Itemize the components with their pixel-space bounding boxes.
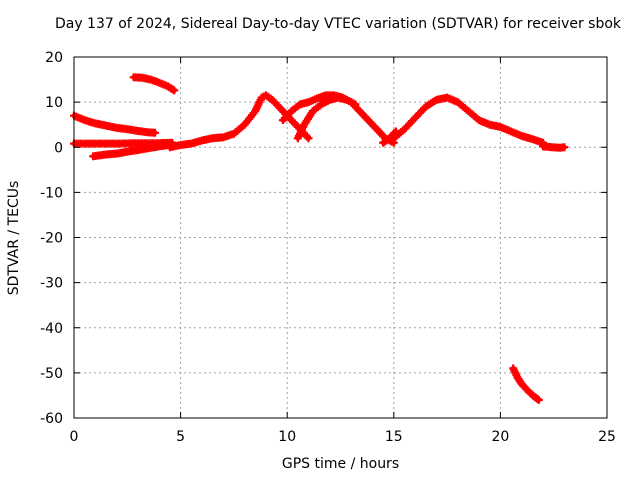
data-point [170,86,179,95]
data-point [560,143,569,152]
y-tick-label: 0 [54,140,63,156]
data-point [351,100,360,109]
y-tick-label: -30 [40,276,63,292]
series-arc-5 [167,92,311,150]
x-tick-label: 20 [491,429,509,445]
x-tick-label: 15 [385,429,403,445]
x-axis-label: GPS time / hours [281,456,400,472]
y-tick-label: -10 [40,185,63,201]
y-tick-label: 20 [45,50,63,66]
data-points [70,73,569,404]
x-tick-label: 10 [278,429,296,445]
x-tick-label: 5 [176,429,185,445]
y-tick-label: -20 [40,231,63,247]
series-trace [167,92,311,150]
x-tick-label: 25 [598,429,616,445]
grid [74,57,607,418]
axis-ticks: 0 5 10 15 20 25 -60 -50 -40 -30 -20 -10 0 10 20 [40,50,616,445]
x-tick-label: 0 [70,429,79,445]
y-tick-label: -50 [40,366,63,382]
y-tick-label: 10 [45,95,63,111]
data-point [534,395,543,404]
data-point [304,134,313,143]
chart-title: Day 137 of 2024, Sidereal Day-to-day VTE… [54,16,622,32]
data-point [391,127,400,136]
y-tick-label: -60 [40,411,63,427]
data-point [151,128,160,137]
y-tick-label: -40 [40,321,63,337]
